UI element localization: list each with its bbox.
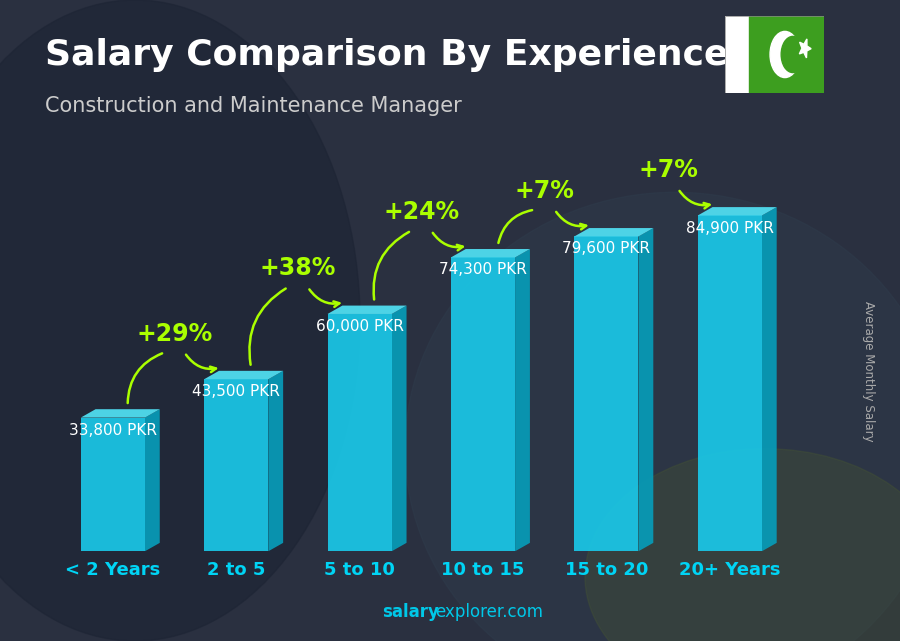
Polygon shape: [204, 371, 284, 379]
Text: 43,500 PKR: 43,500 PKR: [193, 384, 280, 399]
Text: 33,800 PKR: 33,800 PKR: [69, 422, 157, 438]
Text: +7%: +7%: [638, 158, 698, 182]
Polygon shape: [81, 409, 160, 417]
Polygon shape: [799, 39, 811, 58]
Text: Construction and Maintenance Manager: Construction and Maintenance Manager: [45, 96, 462, 116]
Polygon shape: [574, 228, 653, 237]
Ellipse shape: [405, 192, 900, 641]
Text: +7%: +7%: [515, 179, 575, 203]
Polygon shape: [145, 409, 160, 551]
Polygon shape: [762, 207, 777, 551]
Circle shape: [770, 31, 800, 78]
Bar: [749, 16, 824, 93]
Text: salary: salary: [382, 603, 439, 621]
Ellipse shape: [0, 0, 360, 641]
Polygon shape: [328, 306, 407, 314]
Polygon shape: [638, 228, 653, 551]
Polygon shape: [451, 249, 530, 258]
Polygon shape: [268, 371, 284, 551]
Text: 74,300 PKR: 74,300 PKR: [439, 262, 527, 278]
Polygon shape: [515, 249, 530, 551]
Bar: [724, 16, 749, 93]
Bar: [574, 237, 638, 551]
Bar: [81, 417, 145, 551]
Ellipse shape: [585, 449, 900, 641]
Text: 60,000 PKR: 60,000 PKR: [316, 319, 403, 334]
Bar: [698, 215, 762, 551]
Circle shape: [781, 37, 805, 72]
Text: explorer.com: explorer.com: [435, 603, 543, 621]
Text: 84,900 PKR: 84,900 PKR: [686, 221, 774, 235]
Text: +29%: +29%: [137, 322, 212, 345]
Bar: [204, 379, 268, 551]
Text: Salary Comparison By Experience: Salary Comparison By Experience: [45, 38, 728, 72]
Bar: [328, 314, 392, 551]
Text: Average Monthly Salary: Average Monthly Salary: [862, 301, 875, 442]
Text: 79,600 PKR: 79,600 PKR: [562, 242, 651, 256]
Text: +38%: +38%: [260, 256, 336, 280]
Bar: [451, 258, 515, 551]
Polygon shape: [698, 207, 777, 215]
Polygon shape: [392, 306, 407, 551]
Text: +24%: +24%: [383, 200, 459, 224]
